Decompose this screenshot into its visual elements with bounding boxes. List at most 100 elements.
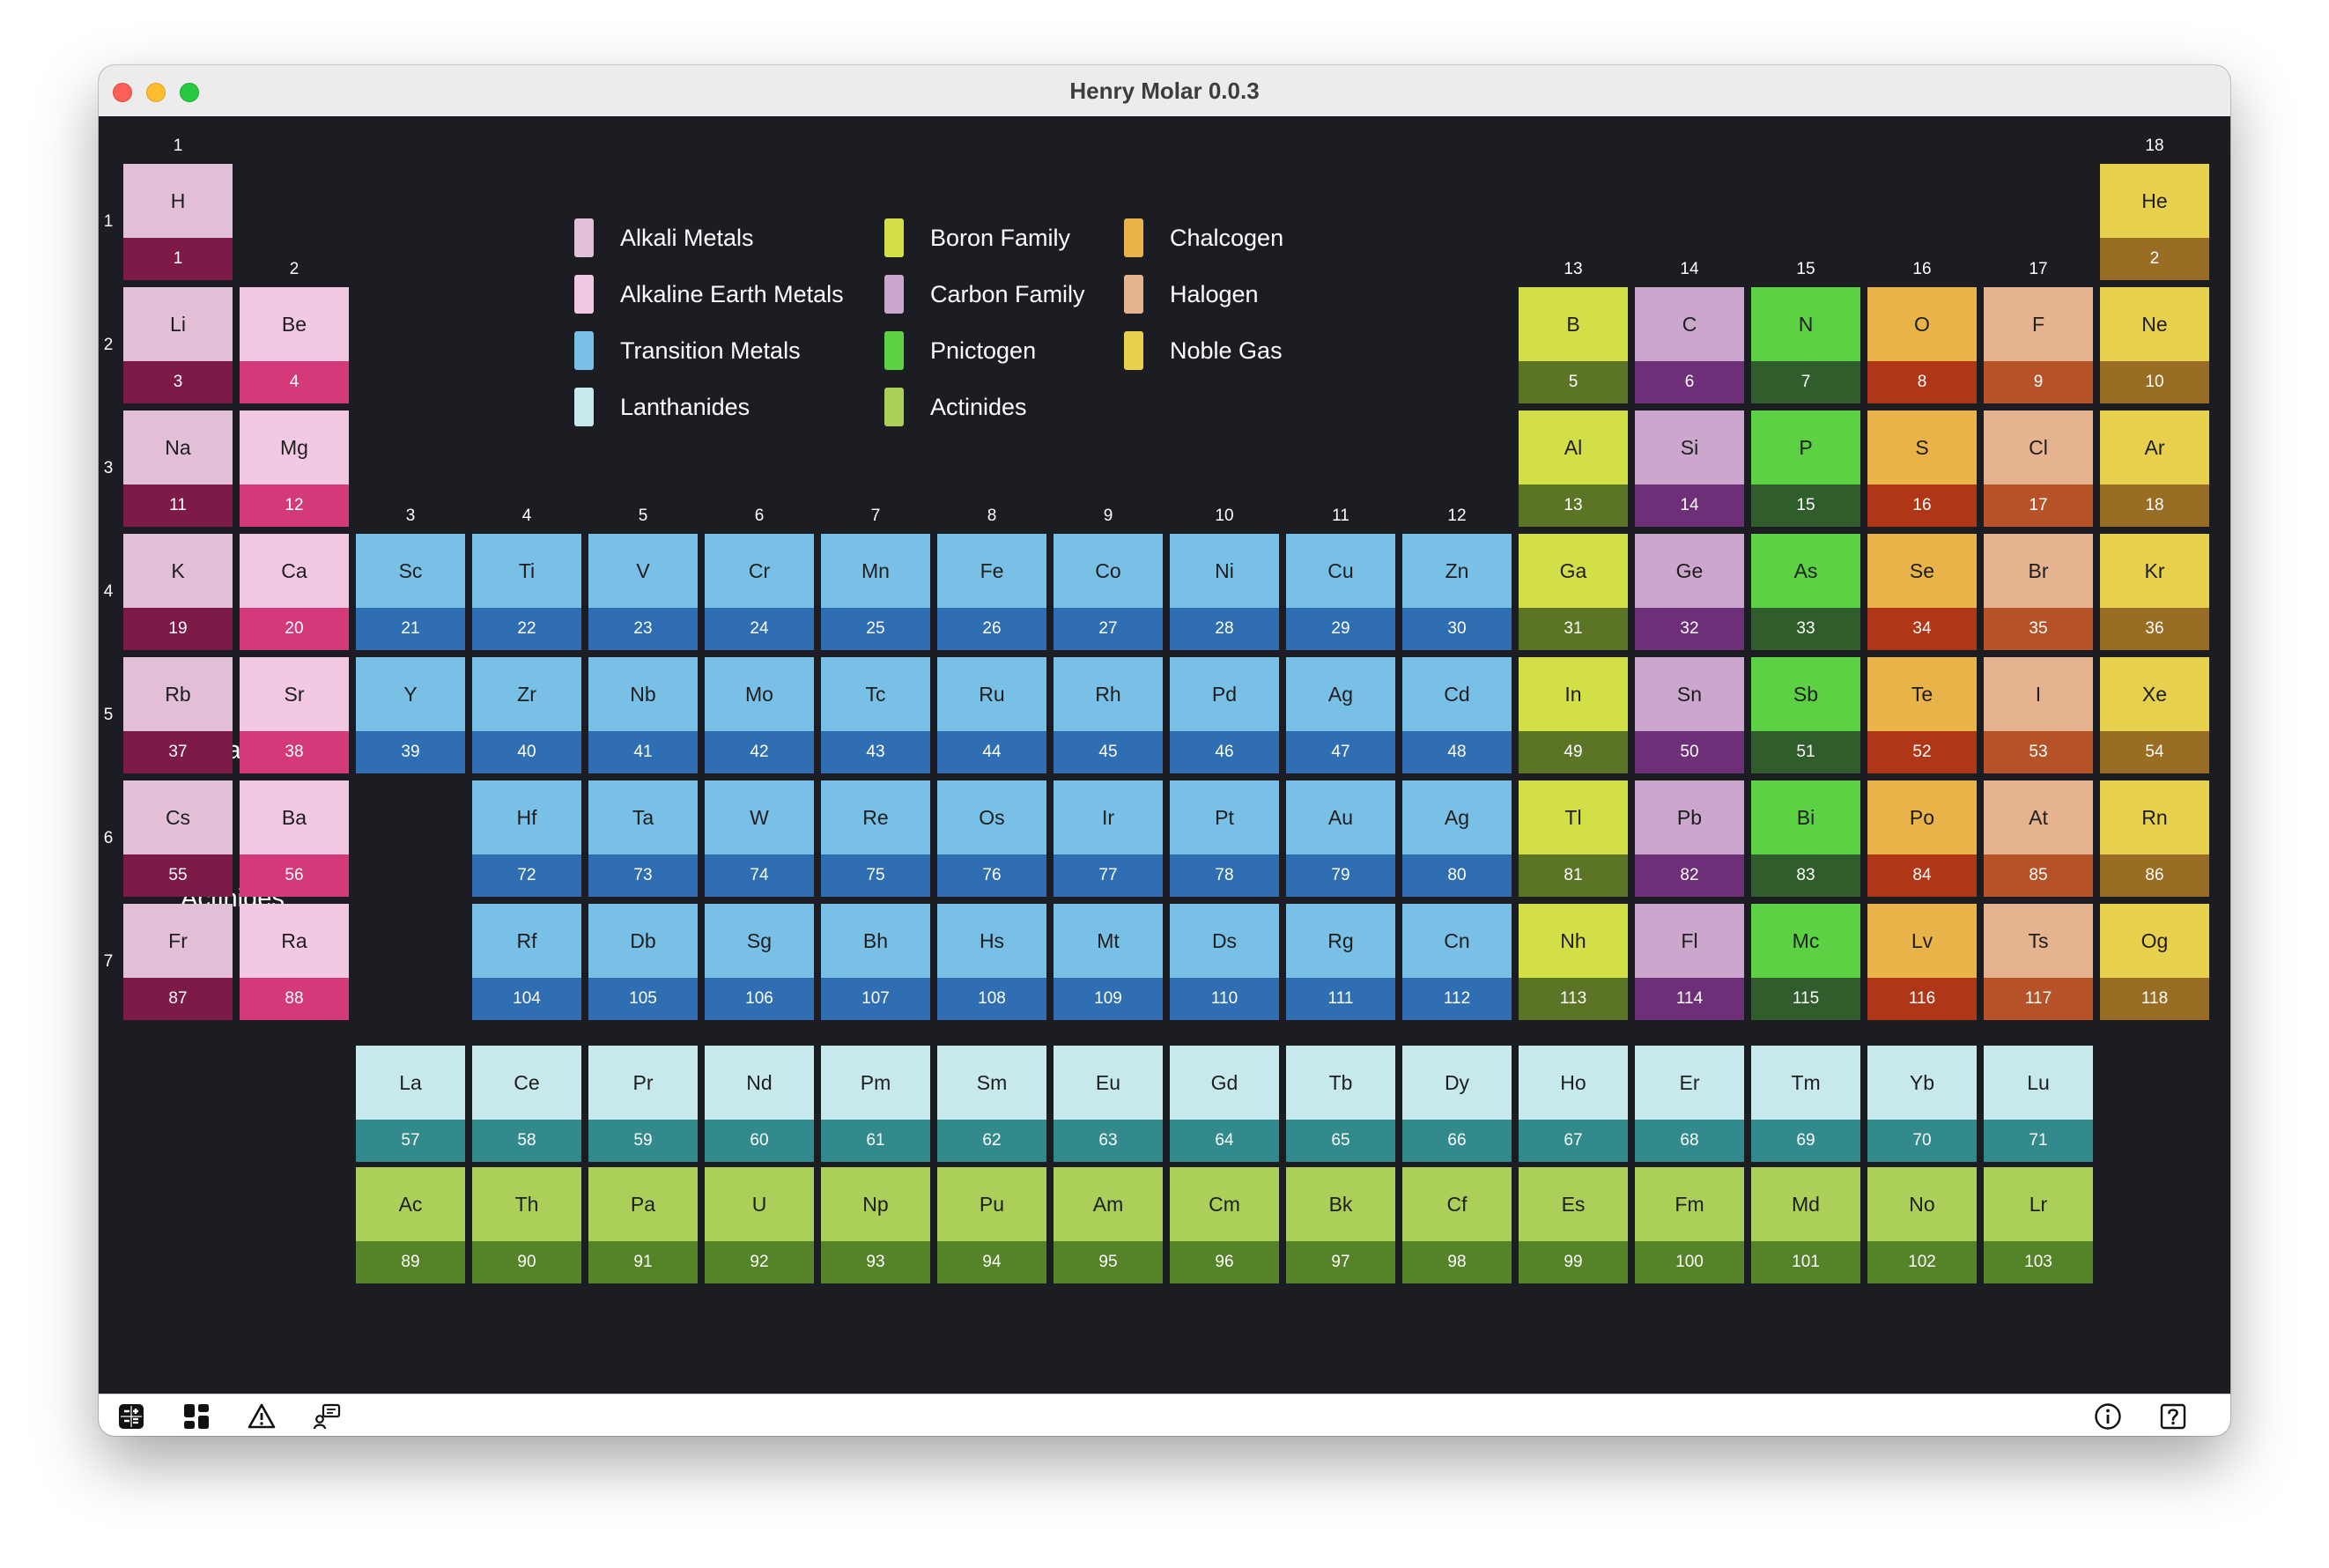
help-icon[interactable] <box>2158 1402 2188 1431</box>
element-bh-107[interactable]: Bh 107 <box>821 904 930 1020</box>
element-ni-28[interactable]: Ni 28 <box>1170 534 1279 650</box>
element-zr-40[interactable]: Zr 40 <box>472 657 581 773</box>
element-te-52[interactable]: Te 52 <box>1867 657 1977 773</box>
element-s-16[interactable]: S 16 <box>1867 410 1977 527</box>
element-in-49[interactable]: In 49 <box>1519 657 1628 773</box>
element-tl-81[interactable]: Tl 81 <box>1519 780 1628 897</box>
molecule-icon[interactable] <box>312 1402 342 1431</box>
zoom-window-button[interactable] <box>180 83 199 102</box>
element-po-84[interactable]: Po 84 <box>1867 780 1977 897</box>
element-ho-67[interactable]: Ho 67 <box>1519 1046 1628 1162</box>
element-th-90[interactable]: Th 90 <box>472 1167 581 1283</box>
element-bi-83[interactable]: Bi 83 <box>1751 780 1860 897</box>
element-ta-73[interactable]: Ta 73 <box>588 780 698 897</box>
element-lv-116[interactable]: Lv 116 <box>1867 904 1977 1020</box>
element-cf-98[interactable]: Cf 98 <box>1402 1167 1512 1283</box>
element-cn-112[interactable]: Cn 112 <box>1402 904 1512 1020</box>
element-hf-72[interactable]: Hf 72 <box>472 780 581 897</box>
info-icon[interactable] <box>2093 1402 2123 1431</box>
element-as-33[interactable]: As 33 <box>1751 534 1860 650</box>
element-at-85[interactable]: At 85 <box>1984 780 2093 897</box>
element-lr-103[interactable]: Lr 103 <box>1984 1167 2093 1283</box>
element-eu-63[interactable]: Eu 63 <box>1054 1046 1163 1162</box>
element-db-105[interactable]: Db 105 <box>588 904 698 1020</box>
element-gd-64[interactable]: Gd 64 <box>1170 1046 1279 1162</box>
element-fm-100[interactable]: Fm 100 <box>1635 1167 1744 1283</box>
element-ru-44[interactable]: Ru 44 <box>937 657 1046 773</box>
element-cd-48[interactable]: Cd 48 <box>1402 657 1512 773</box>
element-ba-56[interactable]: Ba 56 <box>240 780 349 897</box>
element-se-34[interactable]: Se 34 <box>1867 534 1977 650</box>
element-p-15[interactable]: P 15 <box>1751 410 1860 527</box>
warning-icon[interactable] <box>247 1402 277 1431</box>
element-md-101[interactable]: Md 101 <box>1751 1167 1860 1283</box>
element-ir-77[interactable]: Ir 77 <box>1054 780 1163 897</box>
element-ce-58[interactable]: Ce 58 <box>472 1046 581 1162</box>
element-dy-66[interactable]: Dy 66 <box>1402 1046 1512 1162</box>
element-er-68[interactable]: Er 68 <box>1635 1046 1744 1162</box>
element-hs-108[interactable]: Hs 108 <box>937 904 1046 1020</box>
element-tc-43[interactable]: Tc 43 <box>821 657 930 773</box>
element-be-4[interactable]: Be 4 <box>240 287 349 403</box>
element-v-23[interactable]: V 23 <box>588 534 698 650</box>
element-lu-71[interactable]: Lu 71 <box>1984 1046 2093 1162</box>
element-ca-20[interactable]: Ca 20 <box>240 534 349 650</box>
element-bk-97[interactable]: Bk 97 <box>1286 1167 1395 1283</box>
element-cr-24[interactable]: Cr 24 <box>705 534 814 650</box>
element-si-14[interactable]: Si 14 <box>1635 410 1744 527</box>
element-mg-12[interactable]: Mg 12 <box>240 410 349 527</box>
element-he-2[interactable]: He 2 <box>2100 164 2209 280</box>
element-ra-88[interactable]: Ra 88 <box>240 904 349 1020</box>
element-ti-22[interactable]: Ti 22 <box>472 534 581 650</box>
element-pr-59[interactable]: Pr 59 <box>588 1046 698 1162</box>
element-mn-25[interactable]: Mn 25 <box>821 534 930 650</box>
element-u-92[interactable]: U 92 <box>705 1167 814 1283</box>
element-br-35[interactable]: Br 35 <box>1984 534 2093 650</box>
element-tb-65[interactable]: Tb 65 <box>1286 1046 1395 1162</box>
element-rb-37[interactable]: Rb 37 <box>123 657 233 773</box>
element-ds-110[interactable]: Ds 110 <box>1170 904 1279 1020</box>
element-rg-111[interactable]: Rg 111 <box>1286 904 1395 1020</box>
element-ts-117[interactable]: Ts 117 <box>1984 904 2093 1020</box>
element-k-19[interactable]: K 19 <box>123 534 233 650</box>
element-np-93[interactable]: Np 93 <box>821 1167 930 1283</box>
element-es-99[interactable]: Es 99 <box>1519 1167 1628 1283</box>
element-fl-114[interactable]: Fl 114 <box>1635 904 1744 1020</box>
element-pb-82[interactable]: Pb 82 <box>1635 780 1744 897</box>
element-fr-87[interactable]: Fr 87 <box>123 904 233 1020</box>
element-i-53[interactable]: I 53 <box>1984 657 2093 773</box>
element-no-102[interactable]: No 102 <box>1867 1167 1977 1283</box>
element-cm-96[interactable]: Cm 96 <box>1170 1167 1279 1283</box>
element-ne-10[interactable]: Ne 10 <box>2100 287 2209 403</box>
element-sr-38[interactable]: Sr 38 <box>240 657 349 773</box>
element-la-57[interactable]: La 57 <box>356 1046 465 1162</box>
element-pa-91[interactable]: Pa 91 <box>588 1167 698 1283</box>
element-nb-41[interactable]: Nb 41 <box>588 657 698 773</box>
element-ag-80[interactable]: Ag 80 <box>1402 780 1512 897</box>
element-co-27[interactable]: Co 27 <box>1054 534 1163 650</box>
element-sm-62[interactable]: Sm 62 <box>937 1046 1046 1162</box>
element-kr-36[interactable]: Kr 36 <box>2100 534 2209 650</box>
element-li-3[interactable]: Li 3 <box>123 287 233 403</box>
element-mt-109[interactable]: Mt 109 <box>1054 904 1163 1020</box>
element-pm-61[interactable]: Pm 61 <box>821 1046 930 1162</box>
element-ar-18[interactable]: Ar 18 <box>2100 410 2209 527</box>
element-nd-60[interactable]: Nd 60 <box>705 1046 814 1162</box>
element-re-75[interactable]: Re 75 <box>821 780 930 897</box>
element-na-11[interactable]: Na 11 <box>123 410 233 527</box>
element-yb-70[interactable]: Yb 70 <box>1867 1046 1977 1162</box>
element-am-95[interactable]: Am 95 <box>1054 1167 1163 1283</box>
element-fe-26[interactable]: Fe 26 <box>937 534 1046 650</box>
element-au-79[interactable]: Au 79 <box>1286 780 1395 897</box>
close-window-button[interactable] <box>113 83 132 102</box>
calculator-icon[interactable] <box>116 1402 146 1431</box>
element-rn-86[interactable]: Rn 86 <box>2100 780 2209 897</box>
element-pd-46[interactable]: Pd 46 <box>1170 657 1279 773</box>
element-ga-31[interactable]: Ga 31 <box>1519 534 1628 650</box>
element-og-118[interactable]: Og 118 <box>2100 904 2209 1020</box>
element-xe-54[interactable]: Xe 54 <box>2100 657 2209 773</box>
